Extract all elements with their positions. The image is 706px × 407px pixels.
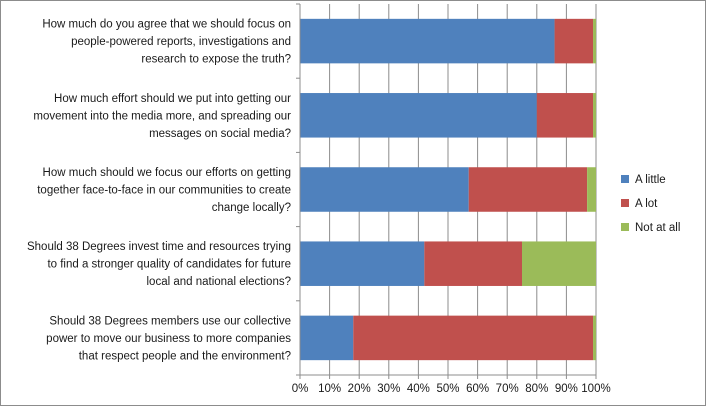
bars-layer bbox=[300, 18, 596, 361]
bar-a-little bbox=[300, 93, 537, 138]
x-tick-label: 10% bbox=[318, 383, 341, 395]
x-tick-label: 100% bbox=[581, 383, 610, 395]
category-label: Should 38 Degrees invest time and resour… bbox=[27, 241, 291, 288]
x-tick-label: 70% bbox=[496, 383, 519, 395]
category-label: How much do you agree that we should foc… bbox=[42, 19, 291, 66]
bar-a-little bbox=[300, 315, 354, 361]
x-tick-label: 50% bbox=[436, 383, 459, 395]
legend-swatch bbox=[621, 199, 629, 207]
category-label-line: Should 38 Degrees invest time and resour… bbox=[27, 241, 291, 253]
x-tick-label: 0% bbox=[292, 383, 309, 395]
category-label-line: people-powered reports, investigations a… bbox=[71, 36, 291, 48]
category-label-line: messages on social media? bbox=[149, 128, 291, 140]
bar-a-little bbox=[300, 241, 425, 286]
category-label-line: movement into the media more, and spread… bbox=[33, 110, 291, 122]
x-tick-label: 60% bbox=[466, 383, 489, 395]
bar-a-lot bbox=[554, 18, 594, 64]
bar-a-lot bbox=[536, 93, 594, 138]
bar-a-little bbox=[300, 167, 469, 212]
bar-not-at-all bbox=[593, 93, 596, 138]
bar-a-lot bbox=[468, 167, 588, 212]
legend-swatch bbox=[621, 175, 629, 183]
axis-layer: 0% 10% 20% 30% 40% 50% 60% 70% 80% 90% 100% bbox=[292, 3, 611, 395]
x-tick-label: 40% bbox=[407, 383, 430, 395]
category-label-line: Should 38 Degrees members use our collec… bbox=[49, 315, 291, 327]
bar-not-at-all bbox=[587, 167, 596, 212]
category-label-line: How much do you agree that we should foc… bbox=[42, 19, 291, 31]
legend-label: A little bbox=[635, 174, 666, 186]
x-tick-label: 90% bbox=[555, 383, 578, 395]
bar-a-little bbox=[300, 18, 555, 64]
category-label-line: to find a stronger quality of candidates… bbox=[47, 259, 291, 271]
bar-not-at-all bbox=[593, 315, 596, 361]
category-label: Should 38 Degrees members use our collec… bbox=[46, 315, 291, 362]
category-label-line: How much should we focus our efforts on … bbox=[43, 167, 291, 179]
legend: A little A lot Not at all bbox=[621, 174, 680, 234]
bar-a-lot bbox=[353, 315, 594, 361]
bar-not-at-all bbox=[593, 18, 596, 64]
category-label-line: How much effort should we put into getti… bbox=[54, 93, 291, 105]
category-label-line: change locally? bbox=[212, 202, 291, 214]
category-label-line: research to expose the truth? bbox=[141, 54, 291, 66]
category-label-line: that respect people and the environment? bbox=[79, 350, 291, 362]
bar-not-at-all bbox=[522, 241, 596, 286]
legend-swatch bbox=[621, 223, 629, 231]
category-label: How much effort should we put into getti… bbox=[33, 93, 291, 140]
category-label: How much should we focus our efforts on … bbox=[37, 167, 291, 214]
x-tick-label: 80% bbox=[525, 383, 548, 395]
category-label-line: local and national elections? bbox=[147, 276, 292, 288]
category-label-line: together face-to-face in our communities… bbox=[37, 185, 291, 197]
category-labels: How much do you agree that we should foc… bbox=[27, 19, 291, 363]
legend-label: Not at all bbox=[635, 222, 680, 234]
x-tick-label: 30% bbox=[377, 383, 400, 395]
legend-label: A lot bbox=[635, 198, 658, 210]
x-tick-label: 20% bbox=[348, 383, 371, 395]
bar-a-lot bbox=[424, 241, 522, 286]
category-label-line: power to move our business to more compa… bbox=[46, 333, 291, 345]
